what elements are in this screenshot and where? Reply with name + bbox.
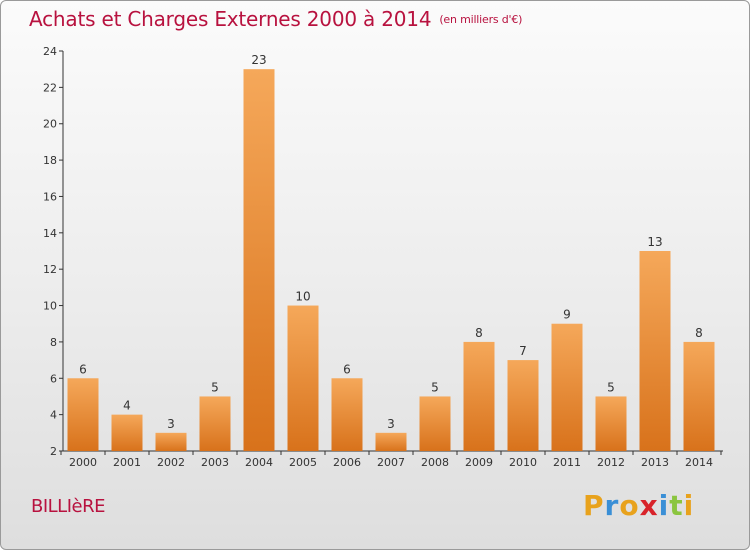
data-label: 6 [343,362,351,376]
x-tick-label: 2008 [421,456,449,469]
y-tick-label: 8 [50,336,57,349]
bar [375,432,407,451]
data-label: 6 [79,362,87,376]
bar [243,69,275,451]
data-label: 9 [563,308,571,322]
bar [595,396,627,451]
x-tick-label: 2004 [245,456,273,469]
logo-letter: P [583,489,605,522]
bar [111,414,143,451]
x-tick-label: 2002 [157,456,185,469]
x-tick-label: 2011 [553,456,581,469]
bar [199,396,231,451]
data-label: 5 [607,380,615,394]
x-tick-label: 2006 [333,456,361,469]
chart-subtitle: (en milliers d'€) [439,13,523,26]
y-tick-label: 6 [50,372,57,385]
y-tick-label: 2 [50,445,57,458]
logo-letter: x [639,489,659,522]
x-tick-label: 2012 [597,456,625,469]
bar [287,305,319,451]
bar [463,341,495,451]
x-tick-label: 2013 [641,456,669,469]
bar [155,432,187,451]
proxiti-logo: Proxiti [583,489,694,522]
x-tick-label: 2001 [113,456,141,469]
chart-bars [67,69,715,451]
logo-letter: i [683,489,695,522]
logo-letter: i [658,489,670,522]
y-tick-label: 22 [43,81,57,94]
bar [551,323,583,451]
bar [419,396,451,451]
chart-labels: 2000 6 2001 4 2002 3 2003 5 2004 23 2005 10 2006 6 200… [69,53,713,469]
x-tick-label: 2005 [289,456,317,469]
data-label: 3 [387,417,395,431]
chart-title-text: Achats et Charges Externes 2000 à 2014 [29,7,432,31]
town-name: BILLIèRE [31,496,105,517]
x-tick-label: 2000 [69,456,97,469]
y-tick-label: 24 [43,45,57,58]
bar [507,360,539,451]
data-label: 10 [295,290,310,304]
data-label: 13 [647,235,662,249]
data-label: 5 [211,380,219,394]
data-label: 7 [519,344,527,358]
bar [639,251,671,451]
y-tick-label: 18 [43,154,57,167]
x-tick-label: 2007 [377,456,405,469]
data-label: 23 [251,53,266,67]
y-tick-label: 4 [50,409,57,422]
x-tick-label: 2009 [465,456,493,469]
data-label: 8 [695,326,703,340]
y-tick-label: 20 [43,118,57,131]
y-tick-label: 12 [43,263,57,276]
data-label: 8 [475,326,483,340]
x-tick-label: 2014 [685,456,713,469]
y-tick-label: 16 [43,190,57,203]
data-label: 4 [123,399,131,413]
logo-letter: r [604,489,620,522]
y-tick-label: 14 [43,227,57,240]
y-tick-label: 10 [43,300,57,313]
data-label: 5 [431,380,439,394]
bar [683,341,715,451]
logo-letter: t [669,489,684,522]
bar [67,378,99,451]
x-tick-label: 2003 [201,456,229,469]
logo-letter: o [619,489,640,522]
data-label: 3 [167,417,175,431]
chart-title: Achats et Charges Externes 2000 à 2014 (e… [29,7,522,31]
bar [331,378,363,451]
x-tick-label: 2010 [509,456,537,469]
